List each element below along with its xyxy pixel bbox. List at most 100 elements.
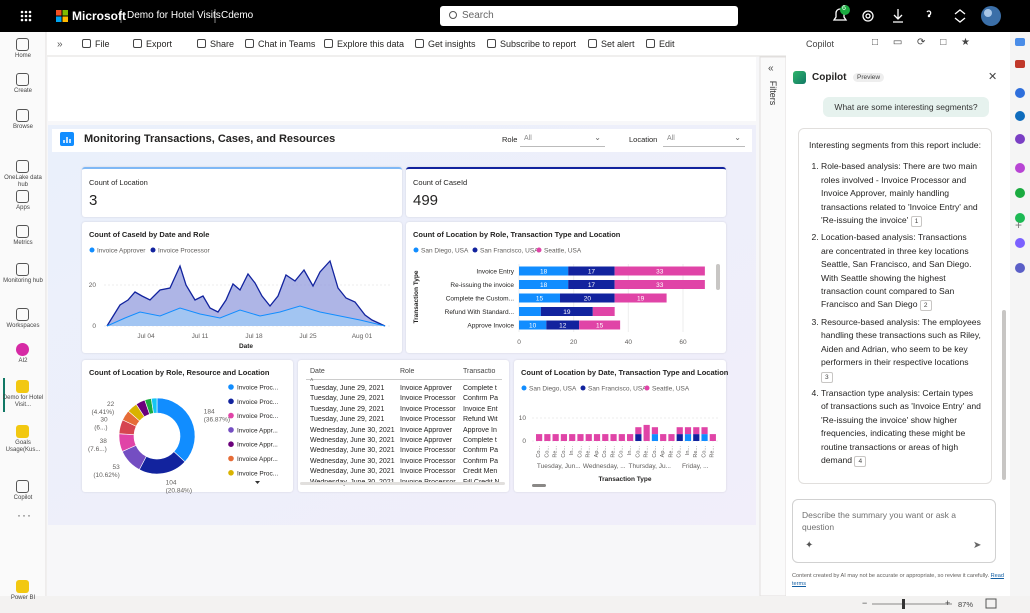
side-tab-icons[interactable]: □ ▭ ⟳ □ ★ <box>872 37 976 48</box>
slicer-value: All <box>524 135 532 142</box>
toolbar-icon[interactable] <box>133 39 142 48</box>
chat-input[interactable]: Describe the summary you want or ask a q… <box>792 499 996 563</box>
nav-icon[interactable] <box>16 109 29 122</box>
nav-label[interactable]: Monitoring hub <box>3 278 43 284</box>
toolbar-button[interactable]: Share <box>210 39 235 49</box>
filters-label[interactable]: Filters <box>768 80 778 106</box>
nav-icon[interactable] <box>16 480 29 493</box>
nav-label[interactable]: Copilot <box>13 495 33 501</box>
toolbar-icon[interactable] <box>588 39 597 48</box>
table-cell: Invoice Processor <box>400 457 456 465</box>
nav-label[interactable]: Apps <box>16 205 30 211</box>
close-button[interactable]: ✕ <box>988 71 998 83</box>
canvas-top <box>48 57 756 121</box>
collapse-icon[interactable]: « <box>768 63 774 74</box>
side-tab[interactable]: Copilot <box>806 39 835 49</box>
terms-link[interactable]: Read terms <box>792 573 1004 587</box>
copilot-logo <box>793 71 806 84</box>
response-point: Location-based analysis: Transactions ar… <box>821 231 981 312</box>
citation[interactable]: 4 <box>854 455 867 467</box>
zoom-plus[interactable]: + <box>945 598 951 608</box>
nav-icon[interactable] <box>16 343 29 356</box>
nav-label[interactable]: Browse <box>12 124 33 130</box>
user-message: What are some interesting segments? <box>823 97 989 117</box>
expand-icon[interactable]: » <box>57 39 63 50</box>
nav-icon[interactable] <box>16 425 29 438</box>
nav-label[interactable]: AI2 <box>18 358 28 364</box>
slicer-chevron: ⌄ <box>734 133 741 142</box>
send-icon[interactable]: ➤ <box>973 540 982 551</box>
right-rail-icons[interactable]: + <box>1015 38 1025 273</box>
table-cell: Confirm Pa <box>463 457 499 465</box>
toolbar-icon[interactable] <box>82 39 91 48</box>
table-cell: Tuesday, June 29, 2021 <box>310 395 385 403</box>
zoom-minus[interactable]: − <box>862 598 868 608</box>
citation[interactable]: 2 <box>919 300 932 312</box>
avatar[interactable] <box>981 6 1001 26</box>
nav-icon[interactable] <box>16 38 29 51</box>
toolbar-button[interactable]: Get insights <box>428 39 476 49</box>
nav-label[interactable]: Home <box>14 53 31 59</box>
toolbar-button[interactable]: Set alert <box>601 39 635 49</box>
nav-more[interactable]: ··· <box>17 508 32 522</box>
sparkle-icon[interactable]: ✦ <box>805 540 814 551</box>
toolbar-button[interactable]: Explore this data <box>337 39 405 49</box>
table-cell: Tuesday, June 29, 2021 <box>310 405 385 413</box>
slicer[interactable]: All ⌄ <box>663 132 745 147</box>
response-card: Interesting segments from this report in… <box>798 128 992 484</box>
search-placeholder: Search <box>462 10 494 21</box>
toolbar-button[interactable]: Chat in Teams <box>258 39 316 49</box>
table-cell: Complete t <box>463 437 497 444</box>
table-scrollbar[interactable] <box>300 482 505 485</box>
sort-icon[interactable]: ˄ <box>310 378 314 384</box>
table-cell: Tuesday, June 29, 2021 <box>310 385 385 392</box>
nav-label[interactable]: Create <box>13 88 32 94</box>
toolbar-icon[interactable] <box>646 39 655 48</box>
nav-icon[interactable] <box>16 160 29 173</box>
toolbar-icon[interactable] <box>415 39 424 48</box>
nav-icon[interactable] <box>16 580 29 593</box>
brand: Microsoft <box>72 9 126 23</box>
search-box[interactable] <box>440 6 738 26</box>
copilot-title: Copilot <box>812 72 847 83</box>
nav-label[interactable]: Goals Usage(Kus... <box>5 440 41 453</box>
disclaimer-text: Content created by AI may not be accurat… <box>792 573 990 579</box>
toolbar-icon[interactable] <box>245 39 254 48</box>
workspace: Cdemo <box>221 10 254 21</box>
fit-icon[interactable] <box>985 598 997 609</box>
citation[interactable]: 3 <box>821 371 833 383</box>
card <box>82 167 402 217</box>
nav-icon[interactable] <box>16 73 29 86</box>
nav-label[interactable]: Workspaces <box>6 323 40 329</box>
filters-pane[interactable] <box>759 56 787 597</box>
nav-label[interactable]: OneLake data hub <box>4 175 42 188</box>
toolbar-icon[interactable] <box>487 39 496 48</box>
table-header: Date <box>310 368 325 375</box>
nav-icon[interactable] <box>16 190 29 203</box>
toolbar-button[interactable]: Export <box>146 39 173 49</box>
toolbar-icon[interactable] <box>324 39 333 48</box>
nav-icon[interactable] <box>16 225 29 238</box>
app-launcher[interactable] <box>20 10 32 22</box>
table-cell: Wednesday, June 30, 2021 <box>310 468 395 476</box>
card-value: 499 <box>413 192 439 209</box>
report-title: Monitoring Transactions, Cases, and Reso… <box>84 133 336 145</box>
copilot-scrollbar[interactable] <box>1002 310 1006 480</box>
citation[interactable]: 1 <box>910 216 923 228</box>
nav-label[interactable]: Power BI <box>10 595 36 601</box>
nav-icon[interactable] <box>16 380 29 393</box>
zoom-thumb[interactable] <box>902 599 905 609</box>
toolbar-icon[interactable] <box>197 39 206 48</box>
toolbar-button[interactable]: Edit <box>659 39 675 49</box>
nav-icon[interactable] <box>16 263 29 276</box>
slicer-label: Role <box>502 135 518 144</box>
response-point: Resource-based analysis: The employees h… <box>821 316 981 383</box>
nav-label[interactable]: Metrics <box>13 240 33 246</box>
table-cell: Invoice Processor <box>400 416 456 424</box>
toolbar-button[interactable]: File <box>95 39 110 49</box>
slicer[interactable]: All ⌄ <box>520 132 605 147</box>
nav-label[interactable]: Demo for Hotel Visit... <box>2 395 44 408</box>
toolbar-button[interactable]: Subscribe to report <box>500 39 577 49</box>
nav-icon[interactable] <box>16 308 29 321</box>
card-value: 3 <box>89 192 98 209</box>
